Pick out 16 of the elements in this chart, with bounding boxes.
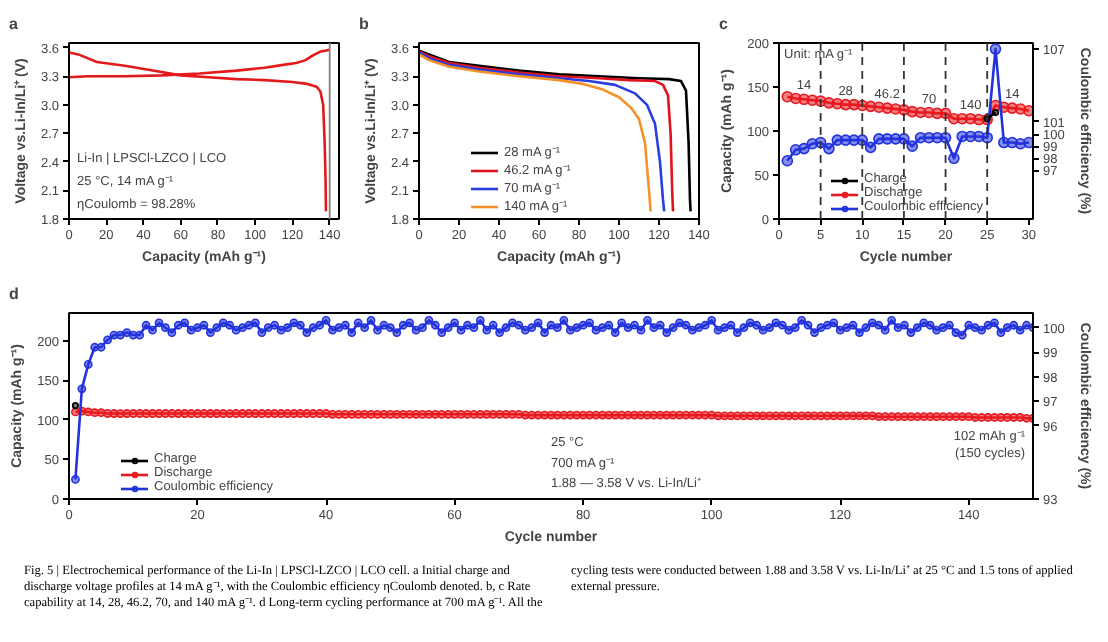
point (781, 154, 794, 167)
point (823, 142, 835, 155)
point (1023, 104, 1033, 117)
point (939, 131, 952, 144)
line-series (69, 51, 328, 213)
chart-title: d (9, 285, 19, 303)
point (798, 142, 810, 155)
point (991, 108, 1000, 117)
point (1023, 136, 1033, 149)
point (948, 152, 960, 165)
chart-title: a (9, 15, 19, 33)
point (906, 140, 919, 152)
chart-title: b (359, 15, 369, 33)
point (864, 141, 877, 154)
point (989, 43, 1002, 55)
chart-title: c (719, 15, 729, 33)
